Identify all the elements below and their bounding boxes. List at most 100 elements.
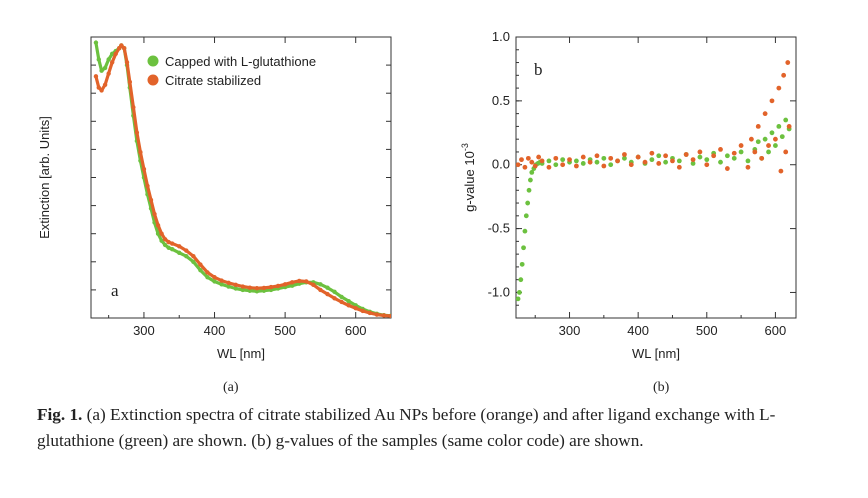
data-point	[785, 60, 791, 65]
y-axis-label: g-value 10-3	[460, 143, 477, 212]
subcaption-b: (b)	[653, 380, 670, 395]
data-point	[776, 124, 782, 129]
data-point	[676, 158, 682, 164]
chart-panel-a: 300 400 500 600 WL [nm] Extinction [arb. Unit…	[37, 36, 392, 361]
data-point	[594, 153, 600, 159]
x-tick-label: 600	[345, 323, 367, 338]
legend-marker	[147, 55, 159, 67]
x-tick-label: 500	[696, 323, 718, 338]
data-point	[779, 134, 785, 140]
legend-label: Citrate stabilized	[165, 73, 261, 88]
data-point	[145, 183, 150, 189]
data-point	[93, 40, 99, 45]
y-tick-label: 0.0	[492, 157, 510, 172]
data-point	[297, 278, 302, 284]
data-point	[608, 155, 614, 161]
data-point	[304, 279, 309, 284]
data-point	[718, 147, 723, 152]
data-point	[166, 245, 171, 250]
data-point	[553, 155, 559, 161]
data-point	[325, 285, 330, 290]
data-point	[159, 231, 164, 236]
data-point	[226, 280, 231, 286]
data-point	[332, 296, 337, 301]
data-point	[155, 231, 161, 236]
data-point	[131, 105, 136, 110]
data-point	[573, 158, 579, 164]
data-point	[529, 159, 535, 165]
data-point	[247, 285, 253, 290]
data-point	[516, 162, 521, 168]
data-point	[96, 85, 101, 90]
data-point	[233, 282, 238, 288]
data-point	[546, 164, 552, 170]
data-point	[169, 246, 175, 252]
data-point	[536, 154, 542, 160]
data-point	[522, 228, 528, 234]
data-point	[738, 143, 744, 148]
data-point	[96, 57, 101, 62]
data-point	[776, 85, 782, 91]
data-point	[587, 159, 593, 165]
data-point	[773, 143, 778, 148]
data-point	[205, 270, 210, 275]
data-point	[127, 79, 133, 85]
data-point	[724, 166, 730, 171]
data-point	[656, 161, 662, 166]
data-point	[539, 158, 545, 164]
data-point	[346, 303, 351, 308]
data-point	[159, 238, 164, 243]
data-point	[523, 213, 529, 219]
data-point	[690, 157, 696, 163]
caption-label: Fig. 1.	[37, 405, 83, 424]
data-point	[254, 289, 260, 294]
y-tick-label: 0.5	[492, 93, 510, 108]
plot-area	[516, 60, 792, 302]
panel-letter: b	[534, 60, 543, 79]
y-axis-label: Extinction [arb. Units]	[37, 116, 52, 239]
data-point	[99, 88, 104, 93]
data-point	[212, 275, 217, 280]
data-point	[268, 284, 274, 290]
data-point	[233, 286, 238, 291]
data-point	[755, 139, 761, 145]
data-point	[109, 51, 115, 57]
data-point	[601, 163, 607, 169]
data-point	[615, 158, 620, 164]
data-point	[778, 168, 784, 174]
chart-panel-b: 300 400 500 600 WL [nm] -1.0 -0.5 0.0 0.5 1.0 g-va…	[460, 29, 797, 361]
data-point	[525, 155, 531, 161]
data-point	[119, 43, 124, 48]
data-point	[289, 283, 295, 288]
data-point	[580, 154, 586, 160]
data-point	[759, 155, 765, 161]
data-point	[219, 282, 224, 287]
data-point	[601, 155, 607, 161]
data-point	[745, 164, 751, 170]
data-point	[594, 159, 600, 165]
data-point	[656, 153, 662, 159]
data-point	[141, 166, 147, 172]
data-point	[519, 157, 524, 163]
data-point	[529, 169, 535, 175]
figure-charts: 300 400 500 600 WL [nm] Extinction [arb. Unit…	[37, 29, 797, 361]
data-point	[339, 299, 344, 305]
data-point	[663, 153, 669, 159]
data-point	[184, 248, 189, 253]
x-axis-label: WL [nm]	[632, 346, 680, 361]
data-point	[628, 162, 634, 168]
data-point	[755, 124, 761, 129]
data-point	[282, 282, 288, 287]
data-point	[191, 259, 196, 264]
data-point	[786, 124, 792, 129]
data-point	[731, 150, 737, 156]
x-tick-label: 500	[274, 323, 296, 338]
data-point	[724, 153, 730, 159]
data-point	[642, 159, 648, 165]
data-point	[198, 268, 203, 273]
data-point	[704, 157, 710, 163]
data-point	[219, 278, 224, 283]
data-point	[567, 157, 572, 163]
data-point	[663, 159, 669, 165]
